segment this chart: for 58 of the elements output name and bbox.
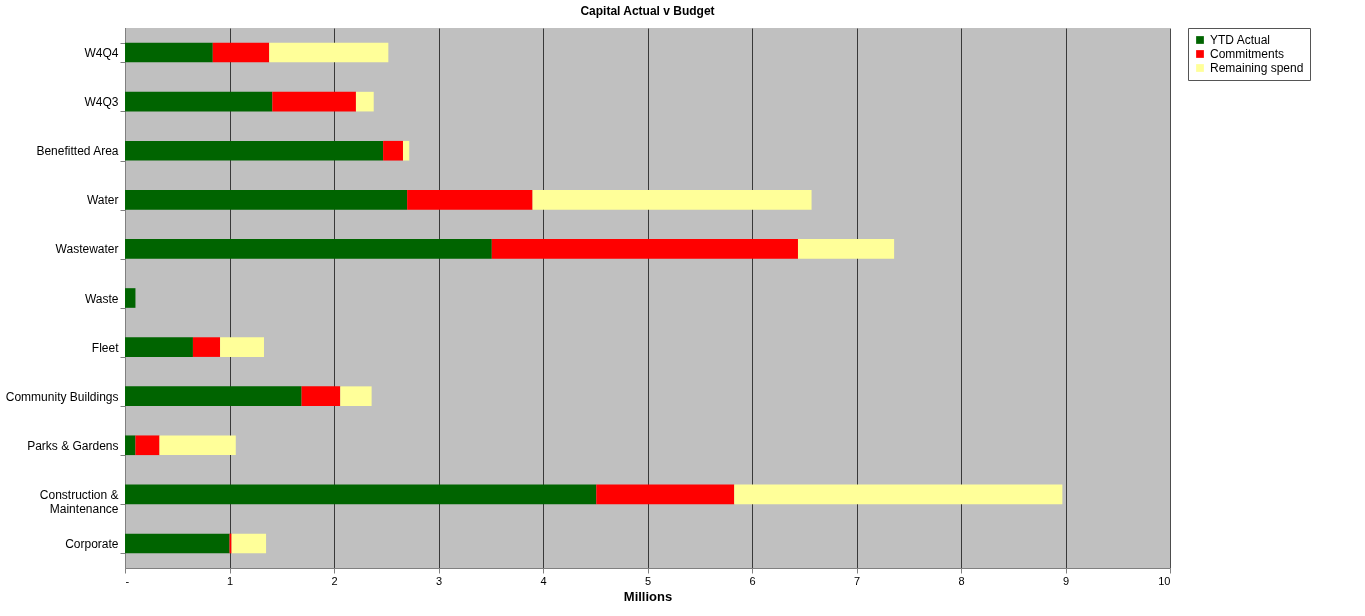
legend-label: YTD Actual [1210,33,1271,47]
bar [734,484,1063,505]
bar [383,140,403,161]
bar [269,42,389,63]
y-tick-label: Community Buildings [5,389,119,404]
bar [532,190,812,210]
bar [125,140,384,161]
bar [220,337,264,357]
bar [125,435,136,456]
bar [125,190,408,210]
bar [229,533,232,554]
legend-label: Commitments [1210,47,1285,61]
bar [402,140,410,161]
x-tick-label: 9 [1062,574,1070,587]
chart-title: Capital Actual v Budget [580,4,715,18]
x-tick-label: 7 [853,574,861,587]
bar [125,239,492,259]
y-tick-label: Construction & Maintenance [39,487,119,516]
bar [212,42,270,63]
y-tick-label: Parks & Gardens [27,438,119,453]
y-tick-label: W4Q3 [84,95,119,110]
bar [125,386,302,406]
x-tick-label: 10 [1158,574,1171,587]
bar [125,533,230,554]
x-tick-label: 3 [435,574,443,587]
y-tick-label: Benefitted Area [36,144,119,159]
bar [797,239,895,259]
x-tick-label: 2 [331,574,338,587]
x-tick-label: 8 [958,574,965,587]
bar [125,288,136,308]
bar [407,190,533,210]
y-tick-label: Corporate [65,536,119,551]
bar [596,484,735,505]
legend-label: Remaining spend [1210,61,1304,75]
bar [491,239,798,259]
bar [125,91,273,112]
bar [135,435,160,456]
y-tick-label: Wastewater [55,242,119,257]
x-tick-label: 6 [749,574,756,587]
x-tick-label: 5 [644,574,652,587]
x-axis-title: Millions [623,588,673,604]
bar [125,484,597,505]
bar [192,337,221,357]
bar [355,91,374,112]
bar [301,386,341,406]
y-tick-label: W4Q4 [84,46,119,61]
x-tick-label: 4 [540,574,547,587]
bar [231,533,267,554]
y-tick-label: Waste [84,291,119,306]
bar [340,386,372,406]
bar [125,42,213,63]
bar [272,91,356,112]
bar [159,435,236,456]
bar [125,337,193,357]
y-tick-label: Water [86,193,119,208]
x-tick-label: - [125,574,130,587]
x-tick-label: 1 [226,574,234,587]
y-tick-label: Fleet [91,340,120,355]
